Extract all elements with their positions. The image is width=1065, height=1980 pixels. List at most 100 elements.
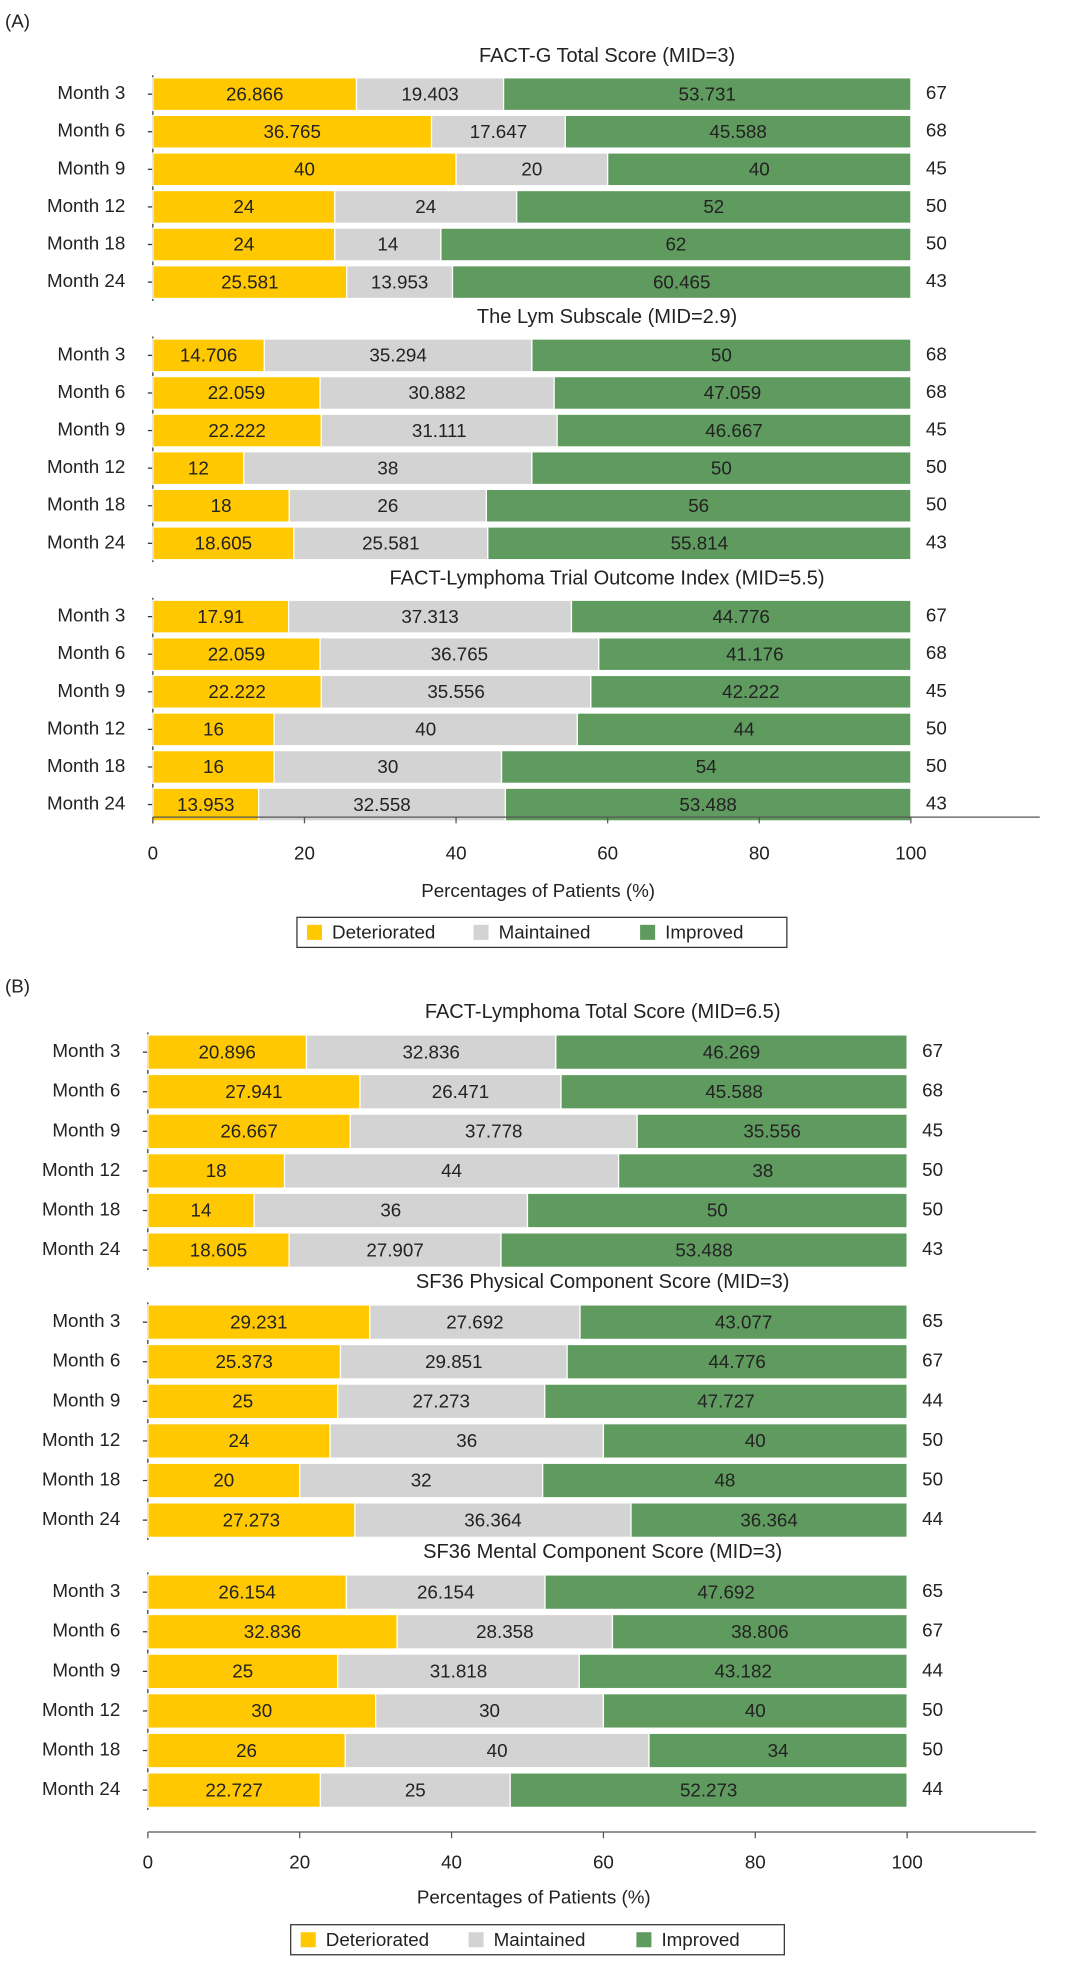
value-label: 26: [377, 495, 398, 516]
x-axis-label: Percentages of Patients (%): [417, 1886, 651, 1907]
value-label: 25.581: [362, 533, 419, 554]
value-label: 24: [229, 1430, 250, 1451]
bar-segment: [509, 1772, 908, 1808]
bar-segment: [630, 1502, 908, 1538]
bar-segment: [590, 674, 912, 709]
value-label: 25.373: [215, 1351, 272, 1372]
value-label: 43.077: [715, 1311, 772, 1332]
group-title: SF36 Physical Component Score (MID=3): [416, 1271, 790, 1293]
bar-segment: [288, 488, 488, 523]
n-label: 50: [926, 755, 947, 776]
category-label: Month 3: [52, 1580, 120, 1601]
bar-segment: [320, 413, 558, 448]
bar-segment: [319, 1772, 511, 1808]
n-label: 50: [926, 494, 947, 515]
value-label: 16: [203, 756, 224, 777]
x-tick-label: 0: [148, 843, 158, 864]
category-label: Month 18: [42, 1468, 120, 1489]
value-label: 28.358: [476, 1621, 533, 1642]
value-label: 26.471: [432, 1081, 489, 1102]
value-label: 35.556: [743, 1121, 800, 1142]
x-tick-label: 20: [294, 843, 315, 864]
bar-segment: [147, 1772, 322, 1808]
value-label: 30.882: [408, 382, 465, 403]
bar-segment: [346, 265, 454, 300]
n-label: 68: [926, 381, 947, 402]
n-label: 50: [922, 1429, 943, 1450]
value-label: 47.692: [697, 1581, 754, 1602]
value-label: 14: [377, 234, 398, 255]
bar-segment: [152, 227, 336, 262]
value-label: 50: [707, 1200, 728, 1221]
bar-segment: [147, 1462, 301, 1499]
bar-segment: [564, 114, 912, 149]
value-label: 17.91: [197, 606, 244, 627]
bar-segment: [570, 599, 912, 634]
bar-segment: [147, 1502, 356, 1538]
bar-segment: [152, 77, 358, 112]
legend-label: Maintained: [494, 1929, 586, 1950]
n-label: 65: [922, 1580, 943, 1601]
category-label: Month 18: [47, 755, 125, 776]
legend-swatch: [300, 1932, 316, 1948]
bar-segment: [354, 1502, 632, 1538]
value-label: 26: [236, 1740, 257, 1761]
group-title: FACT-Lymphoma Total Score (MID=6.5): [425, 1001, 781, 1023]
n-label: 43: [926, 270, 947, 291]
value-label: 48: [714, 1470, 735, 1491]
bar-segment: [147, 1113, 351, 1150]
bar-segment: [329, 1423, 605, 1459]
n-label: 45: [922, 1119, 943, 1140]
category-label: Month 12: [47, 717, 125, 738]
bar-segment: [617, 1153, 908, 1189]
n-label: 43: [926, 793, 947, 814]
value-label: 27.273: [223, 1509, 280, 1530]
legend-box: [296, 916, 788, 949]
bar-segment: [152, 749, 275, 784]
bar-segment: [598, 637, 912, 672]
bar-segment: [293, 526, 489, 561]
bar-segment: [147, 1693, 377, 1729]
value-label: 35.556: [427, 681, 484, 702]
bar-segment: [636, 1113, 908, 1150]
value-label: 24: [233, 196, 254, 217]
bar-segment: [273, 712, 578, 747]
bar-segment: [320, 674, 592, 709]
category-label: Month 6: [57, 381, 125, 402]
n-label: 68: [926, 642, 947, 663]
value-label: 38: [752, 1160, 773, 1181]
legend-swatch: [636, 1932, 652, 1948]
bar-segment: [556, 413, 912, 448]
bar-segment: [152, 637, 321, 672]
bar-segment: [339, 1343, 568, 1380]
bar-segment: [319, 637, 600, 672]
bar-segment: [359, 1073, 562, 1110]
n-label: 45: [926, 419, 947, 440]
n-label: 43: [922, 1238, 943, 1259]
bar-segment: [152, 488, 290, 523]
value-label: 12: [188, 457, 209, 478]
n-label: 68: [926, 120, 947, 141]
value-label: 36.765: [263, 121, 320, 142]
x-tick-label: 60: [593, 1851, 614, 1872]
value-label: 40: [745, 1430, 766, 1451]
n-label: 50: [922, 1699, 943, 1720]
value-label: 40: [749, 159, 770, 180]
bar-segment: [560, 1073, 908, 1110]
bar-segment: [334, 227, 442, 262]
category-label: Month 6: [57, 120, 125, 141]
value-label: 53.488: [679, 794, 736, 815]
bar-segment: [147, 1153, 286, 1189]
n-label: 50: [926, 232, 947, 253]
category-label: Month 3: [52, 1040, 120, 1061]
bar-segment: [526, 1192, 908, 1229]
value-label: 25: [405, 1779, 426, 1800]
bar-segment: [147, 1304, 371, 1341]
bar-segment: [152, 114, 433, 149]
value-label: 38.806: [731, 1621, 788, 1642]
n-label: 50: [922, 1468, 943, 1489]
value-label: 50: [711, 345, 732, 366]
value-label: 35.294: [369, 345, 426, 366]
value-label: 13.953: [177, 794, 234, 815]
group-title: SF36 Mental Component Score (MID=3): [423, 1541, 782, 1563]
